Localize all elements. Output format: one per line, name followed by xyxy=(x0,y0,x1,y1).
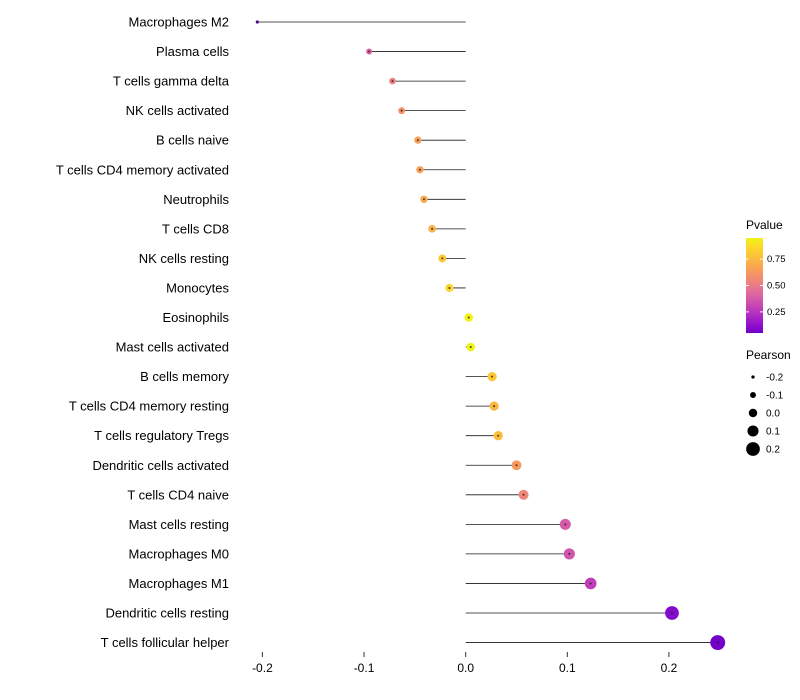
lollipop-row: NK cells resting xyxy=(139,251,466,266)
lollipop-row: B cells memory xyxy=(140,369,497,384)
category-label: T cells CD4 memory activated xyxy=(56,162,229,177)
lollipop-dot-center xyxy=(522,493,525,496)
lollipop-dot-center xyxy=(469,346,472,349)
pearson-legend-dot xyxy=(748,408,758,418)
lollipop-row: Macrophages M1 xyxy=(129,576,597,591)
category-label: T cells follicular helper xyxy=(101,635,230,650)
category-label: T cells CD4 memory resting xyxy=(69,399,229,414)
category-label: T cells gamma delta xyxy=(113,74,230,89)
pvalue-legend-title: Pvalue xyxy=(746,218,783,232)
x-axis-tick-label: 0.1 xyxy=(559,661,576,675)
pearson-legend-label: -0.2 xyxy=(766,373,784,384)
category-label: B cells naive xyxy=(156,133,229,148)
category-label: Eosinophils xyxy=(163,310,230,325)
x-axis-tick-label: 0.0 xyxy=(457,661,474,675)
category-label: Mast cells resting xyxy=(129,517,229,532)
lollipop-row: T cells CD4 memory resting xyxy=(69,399,499,414)
category-label: Dendritic cells resting xyxy=(105,606,229,621)
pvalue-tick-label: 0.25 xyxy=(767,307,786,318)
category-label: Macrophages M0 xyxy=(129,546,229,561)
pvalue-colorbar xyxy=(746,238,763,333)
pearson-legend-title: Pearson xyxy=(746,348,791,362)
lollipop-row: Mast cells resting xyxy=(129,517,571,532)
category-label: B cells memory xyxy=(140,369,229,384)
lollipop-row: B cells naive xyxy=(156,133,466,148)
category-label: T cells regulatory Tregs xyxy=(94,428,229,443)
lollipop-dot-center xyxy=(493,405,496,408)
lollipop-dot-center xyxy=(400,109,403,112)
pvalue-tick-label: 0.50 xyxy=(767,281,786,292)
lollipop-dot-center xyxy=(418,168,421,171)
lollipop-dot-center xyxy=(670,612,673,614)
category-label: Plasma cells xyxy=(156,44,229,59)
category-label: Dendritic cells activated xyxy=(92,458,229,473)
lollipop-dot-center xyxy=(416,139,419,142)
x-axis-tick-label: -0.2 xyxy=(252,661,273,675)
pearson-legend-label: 0.2 xyxy=(766,445,780,456)
lollipop-row: Macrophages M0 xyxy=(129,546,575,561)
lollipop-row: Plasma cells xyxy=(156,44,466,59)
pearson-legend-dot xyxy=(747,425,759,437)
category-label: Mast cells activated xyxy=(116,340,229,355)
category-label: T cells CD4 naive xyxy=(127,487,229,502)
lollipop-dot-center xyxy=(568,552,571,555)
category-label: Macrophages M1 xyxy=(129,576,229,591)
lollipop-dot-center xyxy=(368,50,371,53)
lollipop-dot-center xyxy=(441,257,444,260)
lollipop-dot-center xyxy=(431,227,434,230)
lollipop-row: T cells CD4 memory activated xyxy=(56,162,466,177)
lollipop-row: Neutrophils xyxy=(163,192,466,207)
category-label: Neutrophils xyxy=(163,192,229,207)
lollipop-row: Dendritic cells resting xyxy=(105,606,679,621)
lollipop-row: T cells CD8 xyxy=(162,221,466,236)
lollipop-row: Dendritic cells activated xyxy=(92,458,522,473)
lollipop-dot-center xyxy=(515,464,518,467)
lollipop-row: T cells CD4 naive xyxy=(127,487,529,502)
pearson-legend-dot xyxy=(746,442,760,456)
pearson-legend-label: 0.1 xyxy=(766,427,780,438)
lollipop-dot-center xyxy=(391,80,394,83)
lollipop-dot-center xyxy=(423,198,426,201)
lollipop-dot-center xyxy=(448,286,451,289)
lollipop-dot-center xyxy=(716,641,719,644)
pvalue-tick-label: 0.75 xyxy=(767,254,786,265)
category-label: NK cells activated xyxy=(126,103,229,118)
lollipop-row: Macrophages M2 xyxy=(129,15,466,30)
x-axis-tick-label: 0.2 xyxy=(661,661,678,675)
lollipop-dot-center xyxy=(497,434,500,437)
lollipop-row: T cells regulatory Tregs xyxy=(94,428,503,443)
lollipop-dot-center xyxy=(564,523,567,526)
x-axis-tick-label: -0.1 xyxy=(354,661,375,675)
category-label: Macrophages M2 xyxy=(129,15,229,30)
lollipop-row: T cells gamma delta xyxy=(113,74,466,89)
pearson-legend-label: 0.0 xyxy=(766,409,780,420)
lollipop-row: Mast cells activated xyxy=(116,340,476,355)
category-label: T cells CD8 xyxy=(162,221,229,236)
lollipop-dot-center xyxy=(467,316,470,319)
pearson-legend-dot xyxy=(751,375,755,379)
lollipop-dot-center xyxy=(256,21,259,23)
lollipop-dot-center xyxy=(491,375,494,378)
lollipop-row: Monocytes xyxy=(166,280,466,295)
lollipop-row: T cells follicular helper xyxy=(101,635,726,650)
category-label: Monocytes xyxy=(166,280,229,295)
lollipop-dot-center xyxy=(589,582,592,585)
lollipop-row: NK cells activated xyxy=(126,103,466,118)
pearson-legend-dot xyxy=(750,392,756,398)
category-label: NK cells resting xyxy=(139,251,229,266)
pearson-legend-label: -0.1 xyxy=(766,391,784,402)
lollipop-row: Eosinophils xyxy=(163,310,474,325)
